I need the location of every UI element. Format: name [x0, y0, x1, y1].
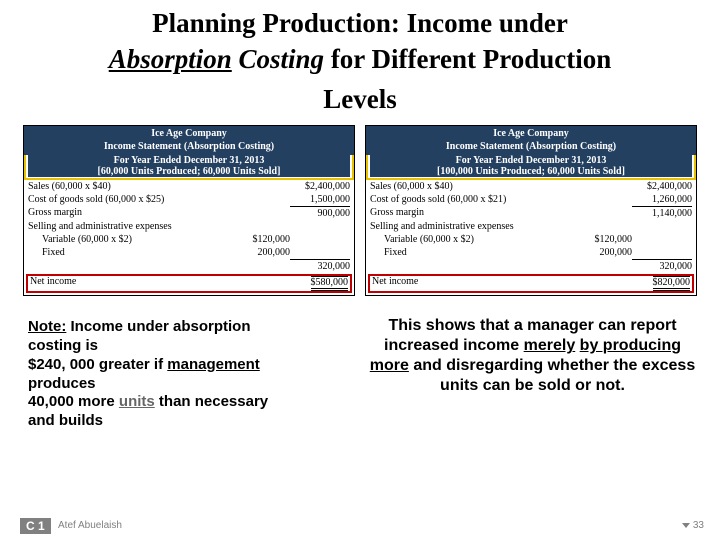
statement-row: Gross margin 900,000	[28, 206, 350, 220]
net-income-row: Net income $820,000	[368, 274, 694, 293]
row-value: $2,400,000	[290, 180, 350, 193]
row-value: $120,000	[235, 233, 290, 246]
income-statement-1: Ice Age CompanyIncome Statement (Absorpt…	[23, 125, 355, 296]
row-value: $2,400,000	[632, 180, 692, 193]
net-label: Net income	[30, 276, 76, 291]
row-label: Gross margin	[370, 206, 424, 220]
bottom-row: Note: Income under absorption costing is…	[10, 316, 710, 431]
row-value: 320,000	[632, 259, 692, 273]
title-costing: Costing	[239, 44, 325, 74]
row-value	[290, 220, 350, 233]
title-rest-2: for Different Production	[324, 44, 611, 74]
statement-row: Selling and administrative expenses	[370, 220, 692, 233]
row-value	[632, 220, 692, 233]
statement-row: Gross margin 1,140,000	[370, 206, 692, 220]
row-value: 1,140,000	[632, 206, 692, 220]
statement-row: Sales (60,000 x $40) $2,400,000	[28, 180, 350, 193]
note-l2: costing is	[28, 337, 98, 354]
row-label: Fixed	[28, 246, 65, 259]
statement-row: Selling and administrative expenses	[28, 220, 350, 233]
note-more-units: units	[119, 393, 155, 410]
net-value: $820,000	[653, 276, 691, 291]
statement-row: 320,000	[28, 259, 350, 273]
note-l6: and builds	[28, 412, 103, 429]
statement-row: Fixed 200,000	[28, 246, 350, 259]
title-line-1: Planning Production: Income under	[10, 6, 710, 41]
period-line: For Year Ended December 31, 2013	[370, 155, 692, 166]
c1-badge: C 1	[20, 518, 51, 534]
statement-header: Ice Age CompanyIncome Statement (Absorpt…	[366, 126, 696, 155]
row-value: $120,000	[577, 233, 632, 246]
row-value: 200,000	[235, 246, 290, 259]
row-value: 900,000	[290, 206, 350, 220]
row-label: Selling and administrative expenses	[28, 220, 172, 233]
row-value: 320,000	[290, 259, 350, 273]
scenario-line: [60,000 Units Produced; 60,000 Units Sol…	[28, 166, 350, 177]
row-label: Gross margin	[28, 206, 82, 220]
slide: Planning Production: Income under Absorp…	[0, 0, 720, 540]
note-l4a: produces	[28, 375, 96, 392]
note-l5a: 40,000 more	[28, 393, 119, 410]
slide-title: Planning Production: Income under Absorp…	[10, 6, 710, 119]
row-label: Sales (60,000 x $40)	[370, 180, 453, 193]
author-label: Atef Abuelaish	[58, 520, 122, 531]
statement-subtitle: Income Statement (Absorption Costing)	[24, 141, 354, 154]
net-label: Net income	[372, 276, 418, 291]
company-name: Ice Age Company	[366, 128, 696, 141]
statement-body: Sales (60,000 x $40)$2,400,000Cost of go…	[366, 180, 696, 273]
note-box: Note: Income under absorption costing is…	[24, 316, 351, 431]
note-l1: Income under absorption	[66, 318, 250, 335]
row-label: Selling and administrative expenses	[370, 220, 514, 233]
statement-body: Sales (60,000 x $40)$2,400,000Cost of go…	[24, 180, 354, 273]
note-label: Note:	[28, 318, 66, 335]
row-value: 200,000	[577, 246, 632, 259]
statement-row: Fixed 200,000	[370, 246, 692, 259]
net-income-row: Net income $580,000	[26, 274, 352, 293]
statement-row: Variable (60,000 x $2) $120,000	[28, 233, 350, 246]
statement-row: Variable (60,000 x $2) $120,000	[370, 233, 692, 246]
statement-row: Sales (60,000 x $40) $2,400,000	[370, 180, 692, 193]
title-line-3: Levels	[10, 79, 710, 120]
period-box: For Year Ended December 31, 2013[60,000 …	[24, 155, 354, 180]
right-merely: merely	[524, 337, 576, 354]
note-management: management	[167, 356, 260, 373]
row-value: 1,260,000	[632, 193, 692, 206]
row-label: Variable (60,000 x $2)	[28, 233, 132, 246]
statement-header: Ice Age CompanyIncome Statement (Absorpt…	[24, 126, 354, 155]
statement-subtitle: Income Statement (Absorption Costing)	[366, 141, 696, 154]
period-box: For Year Ended December 31, 2013[100,000…	[366, 155, 696, 180]
row-value: 1,500,000	[290, 193, 350, 206]
income-statements: Ice Age CompanyIncome Statement (Absorpt…	[10, 125, 710, 296]
row-label: Fixed	[370, 246, 407, 259]
note-greater: greater	[99, 356, 150, 373]
company-name: Ice Age Company	[24, 128, 354, 141]
row-label: Cost of goods sold (60,000 x $25)	[28, 193, 164, 206]
income-statement-2: Ice Age CompanyIncome Statement (Absorpt…	[365, 125, 697, 296]
net-value: $580,000	[311, 276, 349, 291]
row-label: Sales (60,000 x $40)	[28, 180, 111, 193]
scenario-line: [100,000 Units Produced; 60,000 Units So…	[370, 166, 692, 177]
row-label: Variable (60,000 x $2)	[370, 233, 474, 246]
title-absorption: Absorption	[109, 44, 232, 74]
statement-row: 320,000	[370, 259, 692, 273]
row-label: Cost of goods sold (60,000 x $21)	[370, 193, 506, 206]
period-line: For Year Ended December 31, 2013	[28, 155, 350, 166]
title-line-2: Absorption Costing for Different Product…	[10, 41, 710, 79]
note-l5b: than necessary	[155, 393, 268, 410]
note-l3b: if	[150, 356, 168, 373]
note-l3a: $240, 000	[28, 356, 99, 373]
statement-row: Cost of goods sold (60,000 x $25) 1,500,0…	[28, 193, 350, 206]
statement-row: Cost of goods sold (60,000 x $21) 1,260,0…	[370, 193, 692, 206]
dropdown-icon	[682, 523, 690, 528]
right-explanation: This shows that a manager can report inc…	[369, 316, 696, 431]
page-number: 33	[693, 520, 704, 531]
right-post: and disregarding whether the excess unit…	[409, 357, 695, 394]
